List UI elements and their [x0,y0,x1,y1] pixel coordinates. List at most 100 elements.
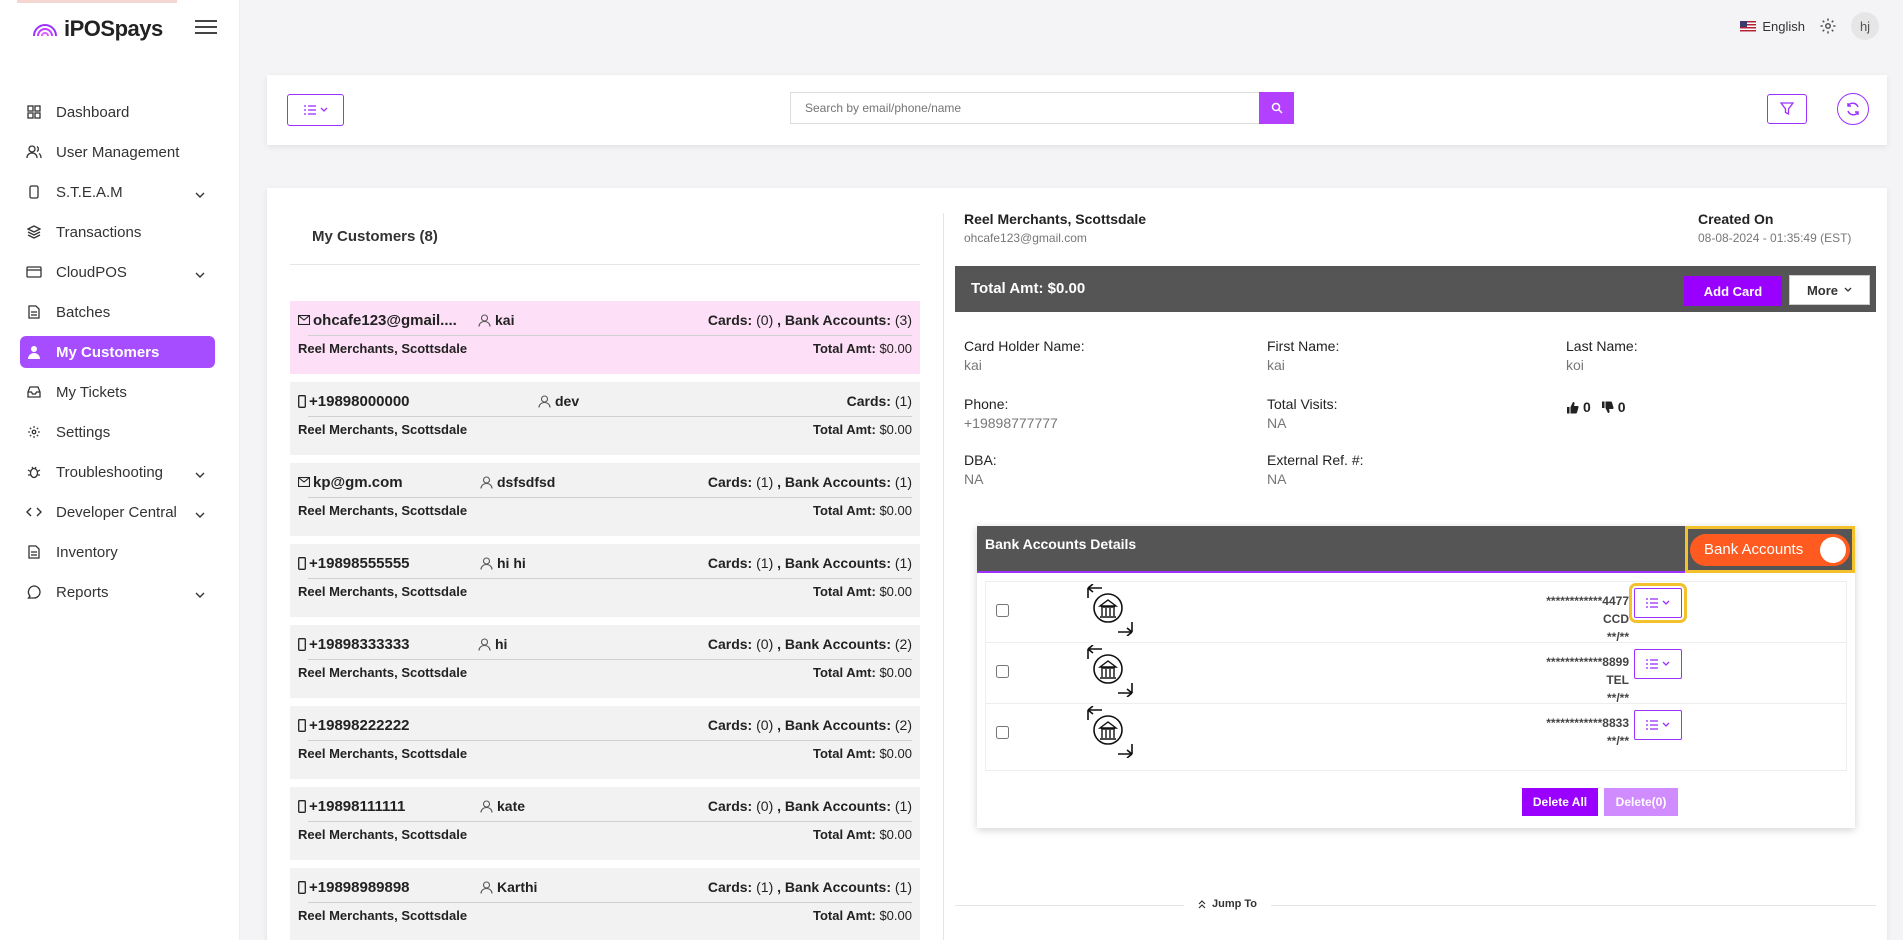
row-actions-button[interactable] [1634,710,1682,740]
sidebar-item-label: S.T.E.A.M [56,183,123,201]
sidebar-item-my-customers[interactable]: My Customers [20,336,215,368]
delete-all-button[interactable]: Delete All [1522,788,1598,816]
customer-counts: Cards: (0) , Bank Accounts: (2) [707,636,912,652]
list-item[interactable]: +19898989898 Karthi Cards: (1) , Bank Acco… [290,868,920,940]
sidebar-item-transactions[interactable]: Transactions [20,216,215,248]
sidebar-item-label: Troubleshooting [56,463,164,481]
sidebar-item-user-management[interactable]: User Management [20,136,215,168]
search-button[interactable] [1259,92,1294,124]
likes-count: 0 [1583,399,1591,415]
customer-counts: Cards: (1) , Bank Accounts: (1) [707,879,912,895]
mobile-phone-icon [298,880,306,894]
sidebar-item-label: Dashboard [56,103,130,121]
total-label: Total Amt: [813,908,876,923]
language-selector[interactable]: English [1740,19,1805,34]
bank-accounts-panel: Bank Accounts Details Bank Accounts ****… [977,526,1855,828]
sidebar-item-s-t-e-a-m[interactable]: S.T.E.A.M [20,176,215,208]
customer-contact-value: +19898989898 [309,878,410,896]
row-checkbox[interactable] [996,726,1009,739]
bank-accounts-toggle[interactable]: Bank Accounts [1690,533,1850,566]
bank-accounts-label: Bank Accounts: [784,879,891,895]
add-card-button[interactable]: Add Card [1684,276,1782,306]
customer-row-top: +19898989898 Karthi Cards: (1) , Bank Acco… [298,876,912,898]
list-item[interactable]: ohcafe123@gmail.... kai Cards: (0) , Bank … [290,301,920,374]
sidebar-item-reports[interactable]: Reports [20,576,215,608]
list-item[interactable]: +19898222222 Cards: (0) , Bank Accounts: … [290,706,920,779]
sidebar-item-dashboard[interactable]: Dashboard [20,96,215,128]
last-name-field: Last Name: koi [1566,338,1638,373]
sidebar-item-settings[interactable]: Settings [20,416,215,448]
search-icon [1271,102,1283,114]
customer-contact-value: ohcafe123@gmail.... [313,311,457,329]
row-checkbox[interactable] [996,604,1009,617]
sidebar: iPOSpays Dashboard User Management S.T.E.A… [0,0,240,940]
envelope-icon [298,477,310,487]
row-checkbox[interactable] [996,665,1009,678]
bank-accounts-count: (2) [894,636,912,652]
row-actions-button[interactable] [1634,649,1682,679]
menu-toggle-icon[interactable] [195,16,217,38]
cards-label: Cards: [707,798,753,814]
bank-accounts-label: Bank Accounts: [784,312,891,328]
sidebar-item-troubleshooting[interactable]: Troubleshooting [20,456,215,488]
topbar: English hj [1740,12,1879,40]
list-item[interactable]: +19898111111 kate Cards: (0) , Bank Accoun… [290,787,920,860]
sidebar-item-cloudpos[interactable]: CloudPOS [20,256,215,288]
list-item[interactable]: kp@gm.com dsfsdfsd Cards: (1) , Bank Accou… [290,463,920,536]
sidebar-item-batches[interactable]: Batches [20,296,215,328]
chevron-down-icon [195,505,209,519]
refresh-button[interactable] [1837,93,1869,125]
view-menu-button[interactable] [287,94,344,126]
customers-card: My Customers (8) ohcafe123@gmail.... kai C… [267,188,1887,940]
app-name: iPOSpays [64,16,163,41]
jump-to-link[interactable]: Jump To [1184,898,1272,910]
sidebar-item-my-tickets[interactable]: My Tickets [20,376,215,408]
customer-name: dsfsdfsd [480,474,555,490]
search-input[interactable] [790,92,1260,124]
avatar[interactable]: hj [1851,12,1879,40]
bank-account-row: ************8833 **/** [985,703,1847,771]
gear-icon[interactable] [1819,17,1837,35]
customer-name: dev [538,393,579,409]
bank-accounts-label: Bank Accounts: [784,636,891,652]
total-value: $0.00 [879,665,912,680]
mobile-phone-icon [298,394,306,408]
merchant-info: Reel Merchants, Scottsdale ohcafe123@gma… [964,211,1146,245]
customer-contact: +19898555555 [298,555,503,572]
account-expiry: **/** [1606,691,1629,705]
bank-accounts-label: Bank Accounts: [784,474,891,490]
thumbs-down-icon[interactable] [1601,401,1614,414]
list-item[interactable]: +19898555555 hi hi Cards: (1) , Bank Accou… [290,544,920,617]
cards-label: Cards: [846,393,891,409]
total-value: $0.00 [879,827,912,842]
sidebar-item-label: My Customers [56,343,160,361]
thumbs-up-icon[interactable] [1566,401,1579,414]
user-icon [538,394,551,408]
app-logo[interactable]: iPOSpays [32,16,163,42]
delete-selected-button[interactable]: Delete(0) [1604,788,1678,816]
bank-accounts-count: (1) [894,879,912,895]
customer-name-value: kai [495,312,515,328]
user-icon [480,880,493,894]
sidebar-item-label: Inventory [56,543,118,561]
customer-contact: kp@gm.com [298,474,503,491]
more-button[interactable]: More [1789,275,1870,305]
customer-row-top: +19898555555 hi hi Cards: (1) , Bank Accou… [298,552,912,574]
customer-name-value: dsfsdfsd [497,474,556,490]
sidebar-item-developer-central[interactable]: Developer Central [20,496,215,528]
chevron-down-icon [320,107,327,112]
list-item[interactable]: +19898333333 hi Cards: (0) , Bank Accounts… [290,625,920,698]
customer-row-bottom: Reel Merchants, Scottsdale Total Amt: $0.… [298,746,912,761]
customer-name-value: dev [555,393,580,409]
customer-total: Total Amt: $0.00 [813,341,912,356]
list-item[interactable]: +19898000000 dev Cards: (1) Reel Merchants,… [290,382,920,455]
total-value: $0.00 [879,908,912,923]
sidebar-item-inventory[interactable]: Inventory [20,536,215,568]
sidebar-item-label: Settings [56,423,111,441]
filter-button[interactable] [1767,94,1807,124]
row-actions-button[interactable] [1629,583,1687,623]
customer-contact: +19898000000 [298,393,503,410]
chevron-down-icon [1662,600,1670,606]
customer-merchant: Reel Merchants, Scottsdale [298,746,468,761]
account-expiry: **/** [1606,734,1629,748]
